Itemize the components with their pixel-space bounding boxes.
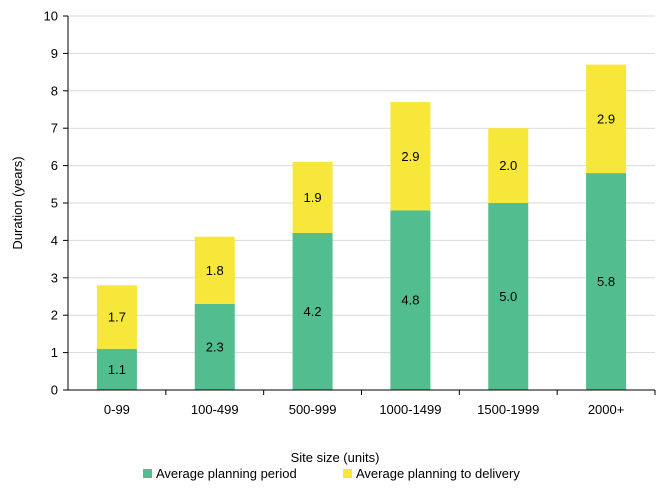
legend-label-planning-to-delivery: Average planning to delivery — [356, 466, 520, 481]
data-label: 2.3 — [206, 339, 224, 354]
bar-segment-planning-to-delivery-1 — [194, 236, 235, 304]
data-label: 1.8 — [206, 263, 224, 278]
y-tick-label: 7 — [51, 121, 58, 136]
bar-segment-planning-to-delivery-0 — [96, 285, 137, 349]
data-label: 2.9 — [597, 111, 615, 126]
bar-segment-planning-to-delivery-4 — [488, 128, 529, 203]
y-tick-label: 10 — [44, 9, 58, 24]
bar-segment-planning-period-4 — [488, 203, 529, 390]
data-label: 1.9 — [304, 190, 322, 205]
bar-segment-planning-to-delivery-2 — [292, 161, 333, 233]
bar-segment-planning-period-5 — [586, 173, 627, 390]
y-tick-label: 8 — [51, 83, 58, 98]
bar-segment-planning-period-3 — [390, 210, 431, 390]
x-tick-labels: 0-99 100-499 500-999 1000-1499 1500-1999 2000… — [104, 390, 656, 417]
x-tick-label: 1000-1499 — [379, 402, 441, 417]
bar-segment-planning-period-2 — [292, 232, 333, 390]
data-label: 4.2 — [304, 304, 322, 319]
y-axis-title: Duration (years) — [10, 156, 25, 249]
data-label: 4.8 — [401, 293, 419, 308]
y-tick-label: 1 — [51, 345, 58, 360]
data-label: 2.9 — [401, 149, 419, 164]
y-tick-label: 9 — [51, 46, 58, 61]
x-tick-label: 100-499 — [191, 402, 239, 417]
y-tick-labels: 0 1 2 3 4 5 6 7 8 9 10 — [44, 9, 68, 398]
data-label: 5.8 — [597, 274, 615, 289]
y-tick-label: 0 — [51, 383, 58, 398]
legend-label-planning-period: Average planning period — [156, 466, 297, 481]
y-tick-label: 4 — [51, 233, 58, 248]
y-tick-label: 6 — [51, 158, 58, 173]
bar-segment-planning-to-delivery-5 — [586, 64, 627, 174]
y-tick-label: 3 — [51, 270, 58, 285]
legend: Average planning period Average planning… — [143, 466, 520, 481]
legend-swatch-planning-to-delivery — [343, 469, 352, 478]
x-axis-title: Site size (units) — [291, 450, 380, 465]
x-tick-label: 2000+ — [588, 402, 625, 417]
x-tick-label: 0-99 — [104, 402, 130, 417]
data-label: 1.7 — [108, 310, 126, 325]
data-label: 5.0 — [499, 289, 517, 304]
x-tick-label: 1500-1999 — [477, 402, 539, 417]
bar-segment-planning-to-delivery-3 — [390, 102, 431, 211]
y-tick-label: 5 — [51, 196, 58, 211]
y-tick-label: 2 — [51, 308, 58, 323]
x-tick-label: 500-999 — [289, 402, 337, 417]
data-label: 1.1 — [108, 362, 126, 377]
bar-segment-planning-period-0 — [96, 348, 137, 390]
bars: 1.1 1.7 2.3 1.8 4.2 1.9 4.8 2.9 5.0 2.0 5.8 2.9 — [96, 64, 627, 390]
gridlines — [68, 15, 655, 354]
bar-segment-planning-period-1 — [194, 303, 235, 390]
legend-swatch-planning-period — [143, 469, 152, 478]
data-label: 2.0 — [499, 158, 517, 173]
